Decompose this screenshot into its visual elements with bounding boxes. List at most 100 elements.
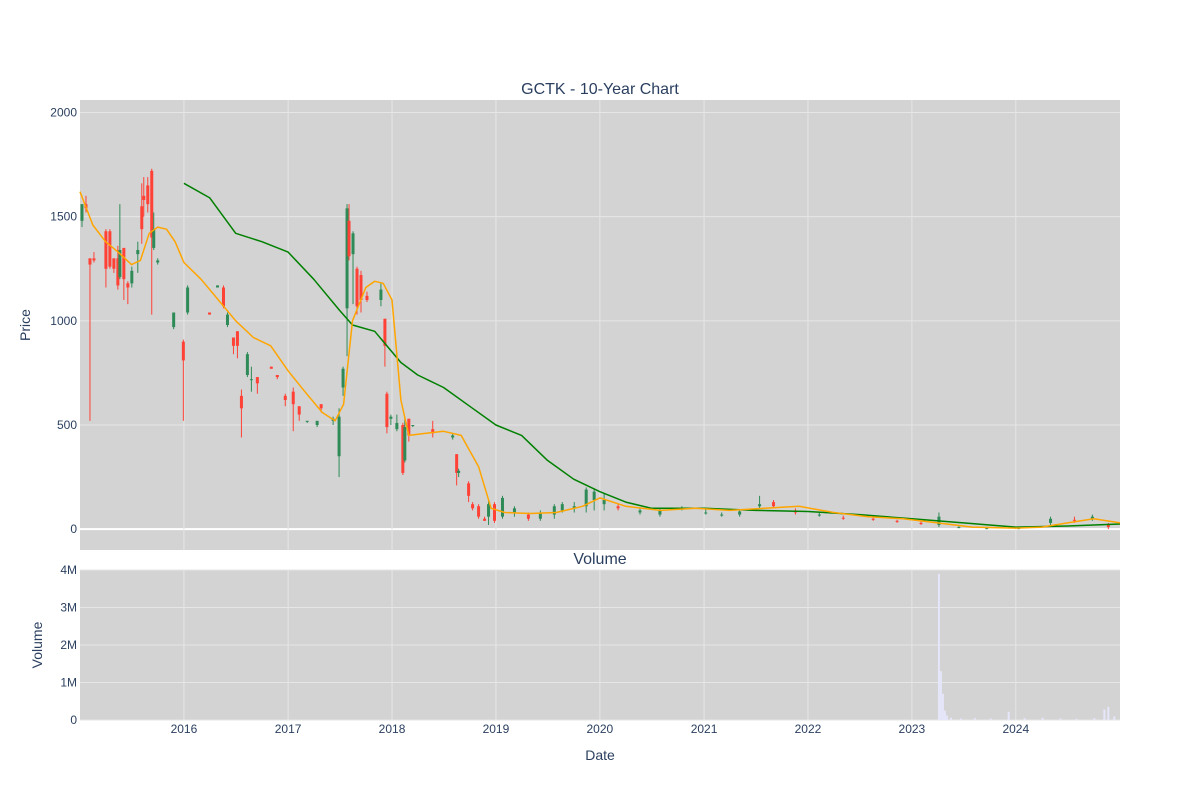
candle-body [1090, 516, 1094, 519]
candle-body [1072, 519, 1076, 521]
candle-body [235, 331, 239, 346]
candle-body [720, 514, 724, 516]
candle-body [156, 260, 160, 263]
x-tick-label: 2021 [691, 722, 718, 736]
candle-body [269, 366, 273, 369]
candle-body [341, 368, 345, 388]
candle-body [315, 420, 319, 425]
volume-title: Volume [573, 551, 626, 568]
candle-body [738, 511, 742, 515]
volume-tick-label: 0 [70, 713, 77, 727]
price-gridlines [80, 100, 1120, 550]
volume-axis-label: Volume [29, 621, 45, 668]
candle-body [80, 204, 84, 221]
candle-body [245, 354, 249, 375]
volume-bar [939, 671, 942, 720]
candle-body [130, 270, 134, 284]
candle-body [385, 393, 389, 428]
candle-body [772, 502, 776, 507]
candle-body [487, 504, 491, 517]
candle-body [395, 422, 399, 430]
price-tick-label: 1000 [50, 314, 77, 328]
volume-bar [945, 715, 948, 720]
volume-y-ticks: 0 1M 2M 3M 4M [60, 563, 77, 727]
candle-body [403, 427, 407, 461]
candle-body [572, 506, 576, 509]
long-moving-average-line [183, 182, 1121, 528]
candle-body [383, 318, 387, 346]
candle-body [231, 337, 235, 346]
candle-body [512, 508, 516, 513]
candle-body [1049, 518, 1053, 523]
price-axis-label: Price [17, 309, 33, 341]
volume-bar [1023, 718, 1026, 720]
candle-body [359, 275, 363, 300]
candle-body [871, 518, 875, 520]
candle-body [351, 233, 355, 255]
candle-body [584, 489, 588, 507]
volume-bar [959, 718, 962, 720]
candle-body [92, 258, 96, 261]
candle-body [355, 268, 359, 307]
volume-tick-label: 4M [60, 563, 77, 577]
candle-body [638, 510, 642, 513]
candle-body [283, 395, 287, 400]
price-tick-label: 2000 [50, 106, 77, 120]
candle-body [401, 425, 405, 473]
candle-body [347, 220, 351, 257]
candle-body [345, 208, 349, 309]
volume-bar [949, 717, 952, 720]
candle-body [560, 504, 564, 511]
candle-body [150, 170, 154, 238]
candle-body [146, 185, 150, 205]
volume-bar [943, 710, 946, 720]
candle-body [249, 379, 253, 381]
candle-body [919, 522, 923, 524]
candle-body [186, 287, 190, 313]
candle-body [457, 470, 461, 473]
candle-body [122, 247, 126, 280]
candle-body [365, 295, 369, 300]
volume-tick-label: 2M [60, 638, 77, 652]
candle-body [552, 506, 556, 515]
candle-body [500, 497, 504, 517]
candle-body [455, 454, 459, 473]
volume-bar [1059, 718, 1062, 720]
volume-bar [1103, 709, 1106, 720]
volume-bar [989, 718, 992, 720]
candle-body [305, 420, 309, 422]
candle-body [957, 527, 961, 529]
price-tick-label: 1500 [50, 210, 77, 224]
candle-body [431, 429, 435, 434]
candle-body [181, 341, 185, 361]
candle-body [471, 504, 475, 509]
candle-body [493, 504, 497, 521]
candle-body [841, 517, 845, 519]
x-tick-label: 2018 [379, 722, 406, 736]
candle-body [136, 250, 140, 255]
candle-body [275, 375, 279, 378]
x-tick-label: 2019 [483, 722, 510, 736]
candle-body [172, 312, 176, 328]
volume-bar [1113, 716, 1116, 720]
candle-body [116, 258, 120, 286]
volume-tick-label: 3M [60, 601, 77, 615]
candle-body [255, 377, 259, 384]
candle-body [118, 250, 122, 278]
candle-body [152, 229, 156, 248]
candle-body [291, 391, 295, 405]
x-tick-label: 2016 [171, 722, 198, 736]
x-tick-label: 2020 [587, 722, 614, 736]
volume-bar [1093, 718, 1096, 720]
candle-body [407, 418, 411, 436]
candle-body [483, 518, 487, 521]
price-tick-label: 500 [57, 418, 77, 432]
candle-body [216, 285, 220, 288]
volume-bar [1075, 718, 1078, 720]
volume-bar [1007, 711, 1010, 720]
candle-body [88, 258, 92, 265]
x-tick-label: 2017 [275, 722, 302, 736]
candle-body [379, 289, 383, 300]
volume-bar [973, 718, 976, 720]
candle-body [126, 283, 130, 288]
